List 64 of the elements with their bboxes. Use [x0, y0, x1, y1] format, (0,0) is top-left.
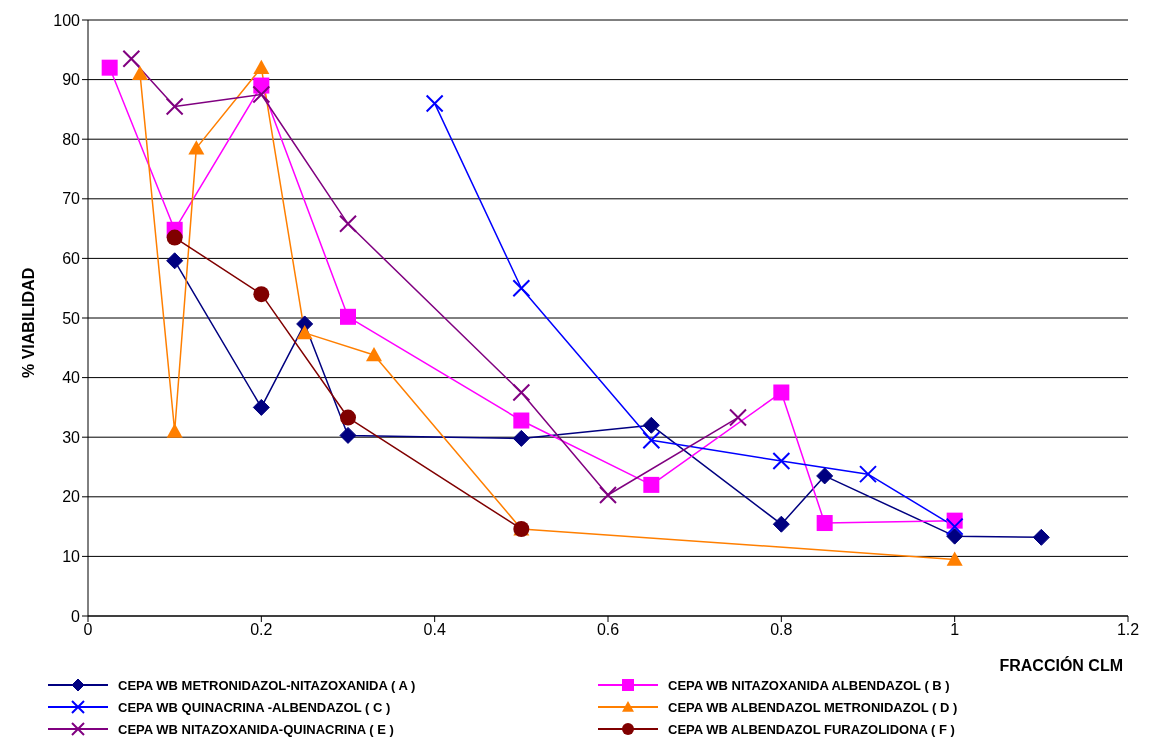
point [166, 229, 183, 246]
point [132, 65, 148, 81]
x-tick-label: 1.2 [1116, 621, 1140, 639]
point [642, 431, 661, 450]
point [773, 384, 790, 401]
point [339, 214, 357, 233]
x-tick-label: 0.2 [250, 621, 273, 639]
y-tick-label: 80 [62, 130, 81, 148]
point [512, 279, 531, 298]
point [643, 476, 660, 493]
y-tick-label: 20 [62, 488, 81, 506]
point [122, 49, 141, 68]
y-axis-title: % VIABILIDAD [19, 267, 37, 378]
y-tick-label: 50 [62, 309, 81, 327]
x-tick-label: 0.4 [423, 621, 446, 639]
point [945, 517, 964, 536]
point [512, 429, 530, 447]
point [816, 467, 834, 485]
point [253, 59, 270, 75]
point [340, 308, 356, 325]
point [642, 416, 660, 434]
point [816, 515, 833, 532]
point [512, 383, 531, 402]
point [296, 324, 313, 340]
point [340, 409, 356, 426]
legend-label: CEPA WB QUINACRINA -ALBENDAZOL ( C ) [118, 699, 391, 715]
x-tick-label: 0 [83, 621, 93, 639]
point [772, 452, 791, 471]
y-tick-label: 40 [62, 369, 81, 387]
y-tick-label: 0 [71, 607, 81, 625]
y-tick-label: 70 [62, 190, 81, 208]
point [366, 346, 382, 362]
point [101, 59, 118, 76]
point [188, 140, 205, 155]
point [859, 465, 877, 484]
legend-label: CEPA WB NITAZOXANIDA-QUINACRINA ( E ) [118, 721, 394, 737]
point [946, 527, 964, 545]
legend-label: CEPA WB ALBENDAZOL FURAZOLIDONA ( F ) [668, 721, 955, 737]
legend-label: CEPA WB ALBENDAZOL METRONIDAZOL ( D ) [668, 699, 958, 715]
point [166, 252, 184, 270]
point [425, 94, 444, 113]
y-tick-label: 100 [53, 11, 81, 29]
y-tick-label: 60 [62, 250, 81, 268]
y-tick-label: 30 [62, 428, 81, 446]
point [1032, 528, 1050, 546]
legend-label: CEPA WB METRONIDAZOL-NITAZOXANIDA ( A ) [118, 677, 416, 693]
point [513, 412, 530, 429]
point [599, 486, 617, 505]
x-axis-title: FRACCIÓN CLM [999, 656, 1123, 674]
legend-label: CEPA WB NITAZOXANIDA ALBENDAZOL ( B ) [668, 677, 950, 693]
point [729, 408, 747, 427]
x-tick-label: 0.8 [770, 621, 793, 639]
point [253, 286, 270, 303]
point [166, 423, 183, 438]
y-tick-label: 10 [62, 548, 81, 566]
x-tick-label: 0.6 [596, 621, 620, 639]
point [772, 515, 790, 533]
x-tick-label: 1 [950, 621, 960, 639]
y-tick-label: 90 [62, 71, 81, 89]
point [339, 426, 357, 444]
point [946, 551, 963, 566]
point [252, 85, 271, 104]
point [252, 398, 270, 416]
point [165, 97, 184, 116]
